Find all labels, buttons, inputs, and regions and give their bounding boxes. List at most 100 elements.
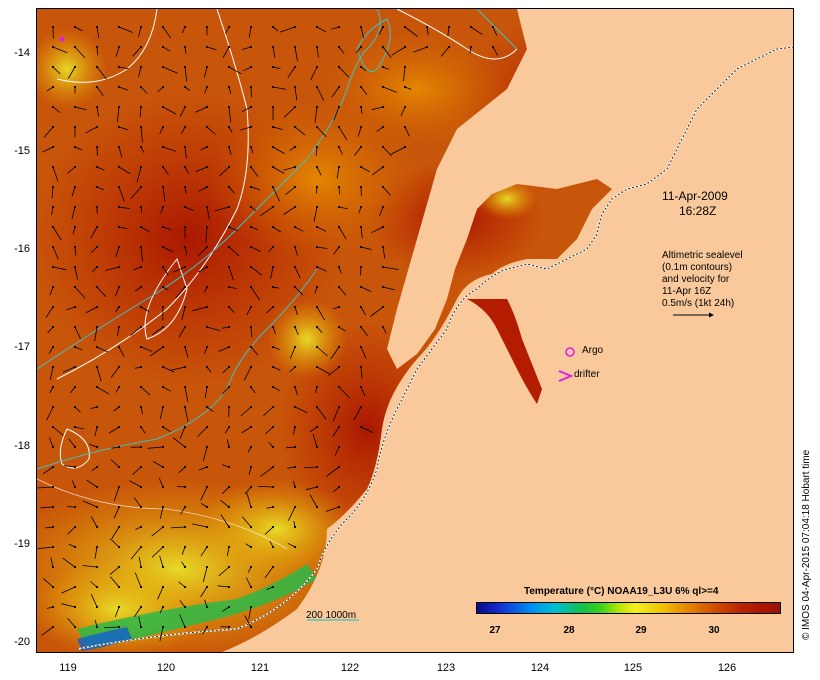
velocity-arrow-origin xyxy=(117,85,121,89)
velocity-arrow xyxy=(195,106,208,113)
velocity-arrow xyxy=(179,600,186,608)
velocity-arrow xyxy=(316,406,327,420)
velocity-arrow xyxy=(378,26,384,35)
velocity-arrow xyxy=(294,246,298,256)
colorbar-tick: 29 xyxy=(635,625,647,636)
sst-map[interactable] xyxy=(37,9,794,653)
velocity-arrow xyxy=(74,406,81,413)
colorbar-tick: 30 xyxy=(708,625,720,636)
velocity-arrow xyxy=(184,146,187,159)
velocity-arrow-origin xyxy=(117,225,121,229)
velocity-arrow xyxy=(316,226,327,232)
velocity-arrow xyxy=(109,566,120,576)
velocity-arrow-origin xyxy=(227,505,231,509)
velocity-arrow xyxy=(379,206,384,217)
velocity-arrow xyxy=(92,266,98,273)
velocity-arrow-origin xyxy=(161,365,165,369)
velocity-arrow xyxy=(303,466,318,469)
velocity-arrow-origin xyxy=(73,145,77,149)
lat-tick-label: -19 xyxy=(14,538,30,550)
velocity-arrow xyxy=(68,438,76,448)
velocity-arrow-origin xyxy=(95,385,99,389)
velocity-arrow-origin xyxy=(95,205,99,209)
velocity-arrow-origin xyxy=(403,105,407,109)
velocity-arrow xyxy=(294,306,298,316)
legend-line: Altimetric sealevel xyxy=(662,250,743,261)
velocity-arrow xyxy=(202,626,208,635)
velocity-arrow xyxy=(162,106,177,115)
velocity-arrow-origin xyxy=(205,105,209,109)
velocity-arrow-origin xyxy=(381,265,385,269)
velocity-arrow-origin xyxy=(249,485,253,489)
velocity-arrow-origin xyxy=(183,25,187,29)
velocity-arrow-origin xyxy=(183,365,187,369)
velocity-arrow xyxy=(316,326,323,333)
velocity-arrow-origin xyxy=(271,525,275,529)
velocity-arrow xyxy=(331,86,340,98)
velocity-arrow-origin xyxy=(227,305,231,309)
velocity-arrow xyxy=(96,286,107,298)
velocity-arrow-origin xyxy=(73,285,77,289)
velocity-arrow xyxy=(52,66,61,75)
velocity-arrow-origin xyxy=(469,25,473,29)
velocity-arrow-origin xyxy=(139,625,143,629)
velocity-arrow-origin xyxy=(381,245,385,249)
velocity-arrow xyxy=(315,146,318,156)
velocity-arrow-origin xyxy=(139,165,143,169)
velocity-arrow-origin xyxy=(227,25,231,29)
velocity-arrow-origin xyxy=(161,265,165,269)
velocity-arrow-origin xyxy=(205,625,209,629)
velocity-arrow xyxy=(313,206,318,222)
velocity-arrow xyxy=(198,266,208,273)
velocity-arrow-origin xyxy=(139,425,143,429)
lon-tick-label: 123 xyxy=(436,662,456,674)
velocity-arrow xyxy=(96,166,105,171)
velocity-arrow xyxy=(49,366,54,381)
velocity-arrow-origin xyxy=(293,325,297,329)
velocity-arrow-origin xyxy=(271,465,275,469)
bathymetry-contour xyxy=(356,18,391,72)
velocity-arrow xyxy=(372,166,384,176)
velocity-arrow-origin xyxy=(315,65,319,69)
drifter-label: drifter xyxy=(574,369,600,380)
velocity-arrow xyxy=(109,538,120,548)
velocity-arrow xyxy=(376,126,384,132)
velocity-arrow xyxy=(312,433,318,448)
velocity-arrow xyxy=(279,26,296,33)
velocity-arrow-origin xyxy=(315,165,319,169)
velocity-arrow xyxy=(206,46,217,51)
velocity-arrow-origin xyxy=(73,425,77,429)
velocity-arrow xyxy=(309,494,318,508)
velocity-arrow xyxy=(46,406,54,421)
lon-tick-label: 126 xyxy=(717,662,737,674)
lat-tick-label: -16 xyxy=(14,243,30,255)
velocity-arrow-origin xyxy=(161,165,165,169)
velocity-arrow-origin xyxy=(337,185,341,189)
velocity-arrow-origin xyxy=(227,65,231,69)
velocity-arrow-origin xyxy=(315,225,319,229)
velocity-arrow-origin xyxy=(381,25,385,29)
cold-strip xyxy=(77,564,317,649)
velocity-arrow xyxy=(169,366,186,371)
velocity-arrow xyxy=(129,480,142,488)
velocity-arrow xyxy=(132,466,142,475)
colorbar-tick: 28 xyxy=(563,625,575,636)
velocity-arrow xyxy=(334,446,340,456)
velocity-arrow xyxy=(151,526,164,537)
velocity-arrow-origin xyxy=(381,225,385,229)
velocity-arrow-origin xyxy=(227,265,231,269)
velocity-arrow-origin xyxy=(51,85,55,89)
velocity-arrow-origin xyxy=(249,605,253,609)
velocity-arrow-origin xyxy=(359,325,363,329)
velocity-arrow-origin xyxy=(73,45,77,49)
velocity-arrow xyxy=(47,326,54,334)
velocity-arrow xyxy=(360,26,364,39)
velocity-arrow xyxy=(157,86,164,93)
velocity-arrow-origin xyxy=(51,45,55,49)
velocity-arrow xyxy=(74,266,78,280)
velocity-arrow xyxy=(134,572,142,588)
velocity-arrow-origin xyxy=(315,185,319,189)
velocity-arrow xyxy=(200,146,208,151)
velocity-arrow xyxy=(184,386,189,402)
velocity-arrow xyxy=(48,346,54,354)
